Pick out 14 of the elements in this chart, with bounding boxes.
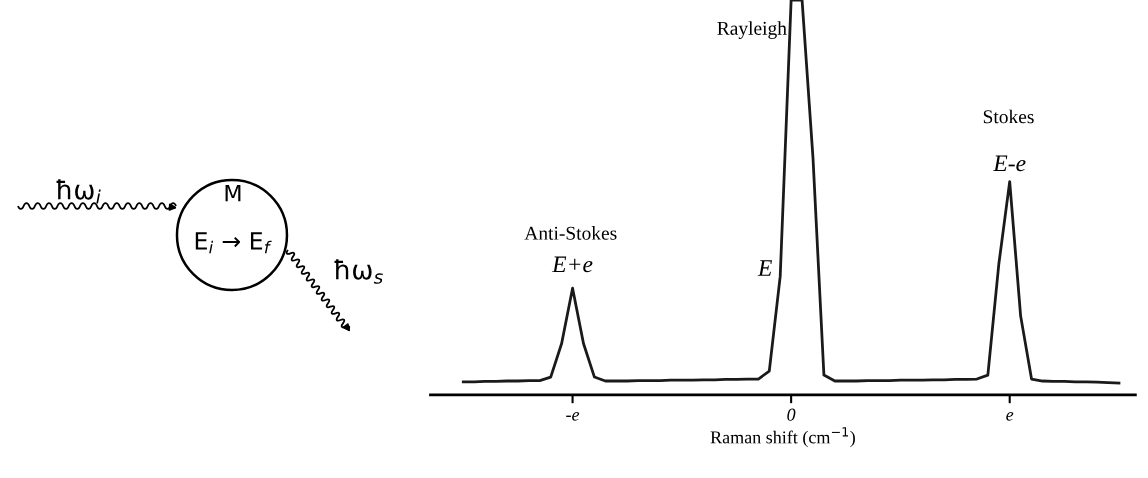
text: ħω$_{i}$ <box>56 179 101 204</box>
annotation: Stokes <box>983 109 1034 124</box>
x-tick-label: e <box>1006 412 1014 421</box>
annotation: E <box>757 260 772 276</box>
x-tick-label: 0 <box>787 408 796 421</box>
annotation: E+e <box>551 256 593 273</box>
annotation: Rayleigh <box>717 21 787 39</box>
x-tick-label: -e <box>566 412 580 421</box>
annotation: E-e <box>993 155 1026 172</box>
x-axis-title: Raman shift (cm$^{−1}$) <box>710 427 855 448</box>
text: E$_{i}$ → E$_{f}$ <box>195 232 272 254</box>
text: ħω$_{s}$ <box>334 259 383 284</box>
text: M <box>225 184 241 202</box>
annotation: Anti-Stokes <box>524 226 617 240</box>
